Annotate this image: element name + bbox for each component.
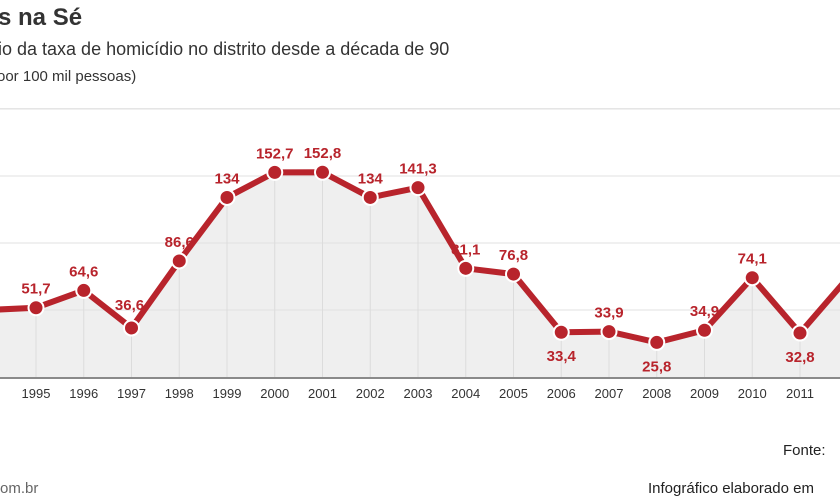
x-tick-label: 1999 bbox=[213, 386, 242, 401]
data-point bbox=[696, 321, 713, 339]
data-label: 32,8 bbox=[785, 349, 814, 366]
x-tick-label: 2004 bbox=[451, 386, 480, 401]
x-tick-label: 2007 bbox=[595, 386, 624, 401]
data-point bbox=[314, 163, 331, 181]
data-label: 33,9 bbox=[594, 305, 623, 322]
x-tick-label: 2009 bbox=[690, 386, 719, 401]
data-label: 36,6 bbox=[115, 297, 144, 314]
data-label: 64,6 bbox=[69, 263, 98, 280]
data-point bbox=[27, 299, 45, 317]
data-label: 152,8 bbox=[304, 145, 342, 162]
area-fill bbox=[0, 172, 840, 377]
x-tick-label: 2002 bbox=[356, 386, 385, 401]
data-point bbox=[361, 188, 379, 206]
x-tick-label: 1996 bbox=[69, 386, 98, 401]
data-point bbox=[648, 333, 666, 351]
data-point bbox=[123, 319, 140, 337]
data-point bbox=[743, 269, 761, 287]
data-label: 33,4 bbox=[547, 348, 577, 365]
data-label: 76,8 bbox=[499, 247, 528, 264]
chart-subtitle: io da taxa de homicídio no distrito desd… bbox=[0, 39, 450, 59]
data-label: 86,6 bbox=[165, 234, 194, 251]
x-tick-label: 2011 bbox=[786, 386, 814, 401]
data-point bbox=[791, 324, 809, 342]
data-point bbox=[552, 323, 570, 341]
x-tick-label: 2010 bbox=[738, 386, 767, 401]
data-label: 25,8 bbox=[642, 358, 671, 375]
data-label: 134 bbox=[358, 170, 384, 187]
data-point bbox=[457, 259, 475, 277]
x-tick-label: 2008 bbox=[642, 386, 671, 401]
x-tick-label: 1998 bbox=[165, 386, 194, 401]
chart-unit: oor 100 mil pessoas) bbox=[0, 68, 137, 85]
data-point bbox=[75, 281, 93, 299]
data-label: 34,9 bbox=[690, 303, 719, 320]
data-label: 134 bbox=[214, 170, 240, 187]
chart-title: s na Sé bbox=[0, 4, 83, 31]
x-tick-label: 2006 bbox=[547, 386, 576, 401]
source-label: Fonte: bbox=[783, 442, 826, 459]
x-tick-label: 2000 bbox=[260, 386, 289, 401]
data-point bbox=[600, 323, 618, 341]
credit-label: Infográfico elaborado em bbox=[648, 480, 814, 497]
data-point bbox=[170, 252, 188, 270]
data-label: 152,7 bbox=[256, 145, 294, 162]
x-tick-label: 2005 bbox=[499, 386, 528, 401]
x-tick-label: 1997 bbox=[117, 386, 146, 401]
x-tick-label: 1995 bbox=[22, 386, 51, 401]
site-url: om.br bbox=[0, 480, 39, 497]
data-point bbox=[505, 265, 522, 283]
x-tick-label: 2003 bbox=[404, 386, 433, 401]
data-label: 141,3 bbox=[399, 161, 437, 178]
data-point bbox=[218, 188, 236, 206]
line-chart: 8451,7199564,6199636,6199786,61998134199… bbox=[0, 108, 840, 401]
data-label: 81,1 bbox=[451, 241, 480, 258]
data-point bbox=[266, 163, 284, 181]
x-tick-label: 2001 bbox=[308, 386, 337, 401]
data-label: 51,7 bbox=[21, 281, 50, 298]
data-point bbox=[409, 179, 427, 197]
data-label: 74,1 bbox=[738, 251, 767, 268]
